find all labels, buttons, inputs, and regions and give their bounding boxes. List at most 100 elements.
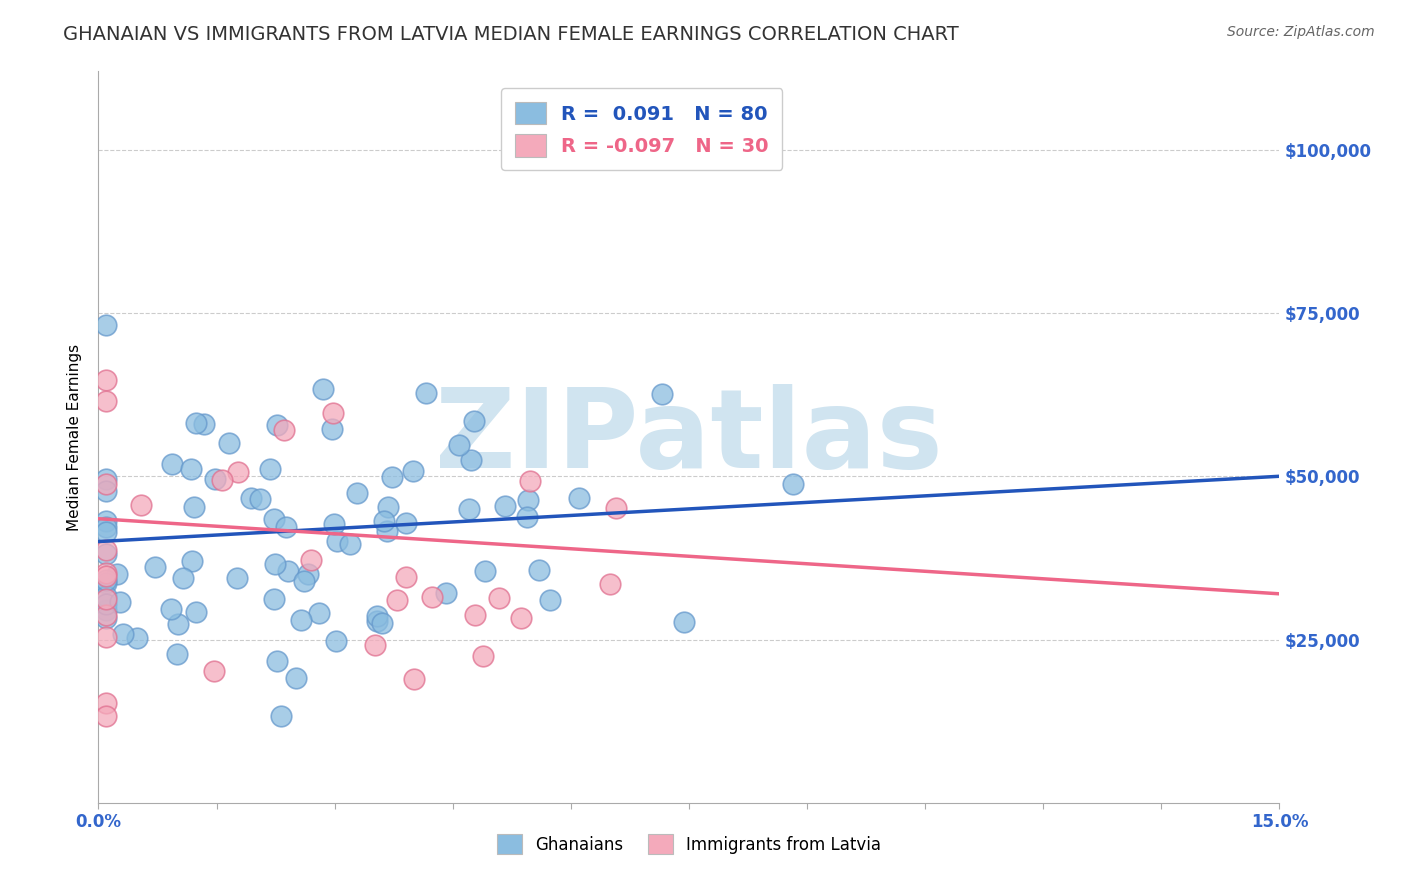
Point bbox=[519, 474, 541, 488]
Point bbox=[96, 709, 118, 723]
Point bbox=[111, 626, 134, 640]
Point bbox=[463, 414, 485, 428]
Point bbox=[96, 514, 118, 528]
Point bbox=[180, 462, 202, 476]
Point bbox=[346, 486, 368, 500]
Point bbox=[193, 417, 215, 432]
Point bbox=[299, 552, 322, 566]
Point bbox=[96, 611, 118, 625]
Point bbox=[394, 570, 416, 584]
Y-axis label: Median Female Earnings: Median Female Earnings bbox=[67, 343, 83, 531]
Point bbox=[145, 560, 167, 574]
Point bbox=[292, 574, 315, 588]
Point bbox=[366, 608, 388, 623]
Point bbox=[404, 672, 426, 686]
Point bbox=[249, 491, 271, 506]
Point bbox=[464, 607, 486, 622]
Point bbox=[96, 476, 118, 491]
Point bbox=[218, 436, 240, 450]
Point bbox=[322, 516, 344, 531]
Point bbox=[105, 566, 128, 581]
Point bbox=[96, 569, 118, 583]
Point bbox=[457, 502, 479, 516]
Point bbox=[211, 473, 233, 487]
Point bbox=[228, 466, 250, 480]
Point bbox=[599, 576, 621, 591]
Point bbox=[160, 602, 183, 616]
Point bbox=[96, 576, 118, 591]
Point bbox=[488, 591, 510, 605]
Point bbox=[266, 654, 288, 668]
Point bbox=[447, 438, 470, 452]
Point bbox=[371, 615, 394, 630]
Point bbox=[96, 566, 118, 580]
Point bbox=[460, 452, 482, 467]
Point bbox=[415, 385, 437, 400]
Point bbox=[325, 633, 347, 648]
Point bbox=[395, 516, 418, 531]
Point bbox=[263, 512, 285, 526]
Point bbox=[240, 491, 263, 505]
Point bbox=[264, 557, 287, 571]
Point bbox=[96, 608, 118, 623]
Point bbox=[276, 519, 298, 533]
Point bbox=[363, 638, 385, 652]
Point bbox=[204, 472, 226, 486]
Point bbox=[96, 525, 118, 540]
Point bbox=[129, 498, 152, 512]
Point bbox=[650, 387, 672, 401]
Point bbox=[527, 563, 550, 577]
Point bbox=[263, 591, 285, 606]
Point bbox=[326, 534, 349, 549]
Point bbox=[259, 462, 281, 476]
Point bbox=[160, 457, 183, 471]
Point bbox=[312, 382, 335, 396]
Point bbox=[510, 611, 533, 625]
Point bbox=[96, 543, 118, 558]
Point bbox=[474, 564, 496, 578]
Point bbox=[538, 593, 561, 607]
Point bbox=[96, 696, 118, 710]
Point bbox=[672, 615, 695, 629]
Point bbox=[273, 423, 295, 437]
Point bbox=[494, 500, 516, 514]
Point bbox=[339, 537, 361, 551]
Point bbox=[96, 472, 118, 486]
Point bbox=[782, 477, 804, 491]
Point bbox=[96, 393, 118, 408]
Point bbox=[183, 500, 205, 515]
Point bbox=[96, 592, 118, 607]
Point bbox=[266, 417, 288, 432]
Point bbox=[186, 606, 208, 620]
Point bbox=[308, 606, 330, 620]
Point bbox=[270, 709, 292, 723]
Point bbox=[373, 514, 395, 528]
Point bbox=[297, 566, 319, 581]
Point bbox=[96, 603, 118, 617]
Point bbox=[96, 372, 118, 386]
Text: GHANAIAN VS IMMIGRANTS FROM LATVIA MEDIAN FEMALE EARNINGS CORRELATION CHART: GHANAIAN VS IMMIGRANTS FROM LATVIA MEDIA… bbox=[63, 25, 959, 44]
Point bbox=[381, 470, 404, 484]
Point bbox=[516, 493, 538, 508]
Point bbox=[186, 417, 208, 431]
Point bbox=[321, 422, 343, 436]
Point bbox=[96, 597, 118, 611]
Point bbox=[172, 570, 194, 584]
Point bbox=[290, 613, 312, 627]
Point bbox=[96, 483, 118, 498]
Point bbox=[366, 614, 388, 628]
Point bbox=[377, 500, 399, 515]
Point bbox=[285, 671, 308, 685]
Point bbox=[96, 318, 118, 333]
Point bbox=[125, 631, 148, 645]
Point bbox=[96, 589, 118, 603]
Point bbox=[472, 648, 495, 663]
Point bbox=[402, 464, 425, 478]
Point bbox=[385, 593, 408, 607]
Point bbox=[322, 406, 344, 420]
Point bbox=[180, 554, 202, 568]
Point bbox=[110, 595, 132, 609]
Point bbox=[420, 591, 443, 605]
Legend: Ghanaians, Immigrants from Latvia: Ghanaians, Immigrants from Latvia bbox=[489, 828, 889, 860]
Point bbox=[202, 664, 225, 678]
